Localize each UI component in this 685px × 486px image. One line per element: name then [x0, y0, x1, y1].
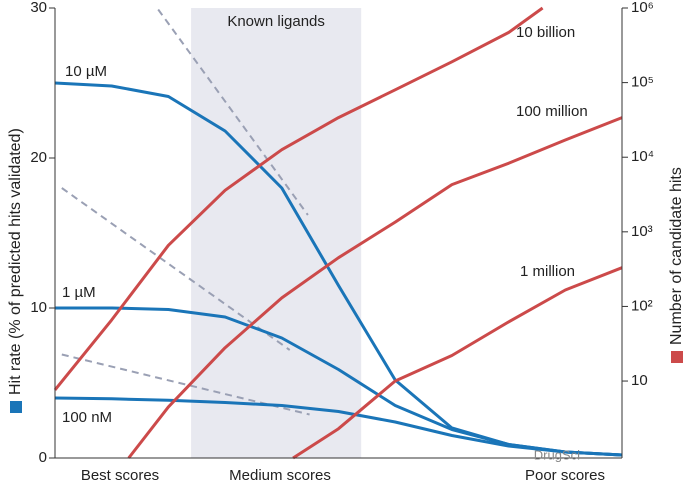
series-line: [54, 396, 623, 457]
series-line: [53, 6, 544, 391]
plot-layer: [53, 6, 623, 460]
x-label: Medium scores: [229, 467, 331, 484]
y-title: Hit rate (% of predicted hits validated): [7, 128, 24, 413]
band-label: Known ligands: [227, 13, 325, 30]
y-title-text: Hit rate (% of predicted hits validated): [7, 128, 24, 395]
y2-title: Number of candidate hits: [668, 167, 685, 363]
y2-title-swatch: [671, 351, 683, 363]
y2-tick-label: 10⁵: [631, 74, 654, 91]
series-line: [127, 116, 623, 459]
y2-tick-label: 10³: [631, 223, 653, 240]
y-tick-label: 10: [30, 299, 47, 316]
series-label: 1 million: [520, 263, 575, 280]
y-tick-label: 20: [30, 149, 47, 166]
series-line: [292, 266, 623, 460]
watermark: DrugSci: [534, 447, 580, 462]
y-title-swatch: [10, 401, 22, 413]
band-layer: [191, 8, 362, 458]
y2-tick-label: 10⁶: [631, 0, 654, 16]
guide-line: [61, 353, 310, 416]
shaded-band: [191, 8, 362, 458]
series-label: 100 million: [516, 103, 588, 120]
x-label: Best scores: [81, 467, 159, 484]
series-label: 100 nM: [62, 409, 112, 426]
x-label: Poor scores: [525, 467, 605, 484]
y2-tick-label: 10: [631, 372, 648, 389]
y2-tick-label: 10⁴: [631, 148, 654, 165]
series-label: 10 billion: [516, 24, 575, 41]
y-tick-label: 30: [30, 0, 47, 16]
y2-title-text: Number of candidate hits: [668, 167, 685, 345]
y2-tick-label: 10²: [631, 297, 653, 314]
guide-line: [157, 8, 309, 216]
y-tick-label: 0: [39, 449, 47, 466]
series-label: 10 µM: [65, 63, 107, 80]
series-label: 1 µM: [62, 284, 96, 301]
